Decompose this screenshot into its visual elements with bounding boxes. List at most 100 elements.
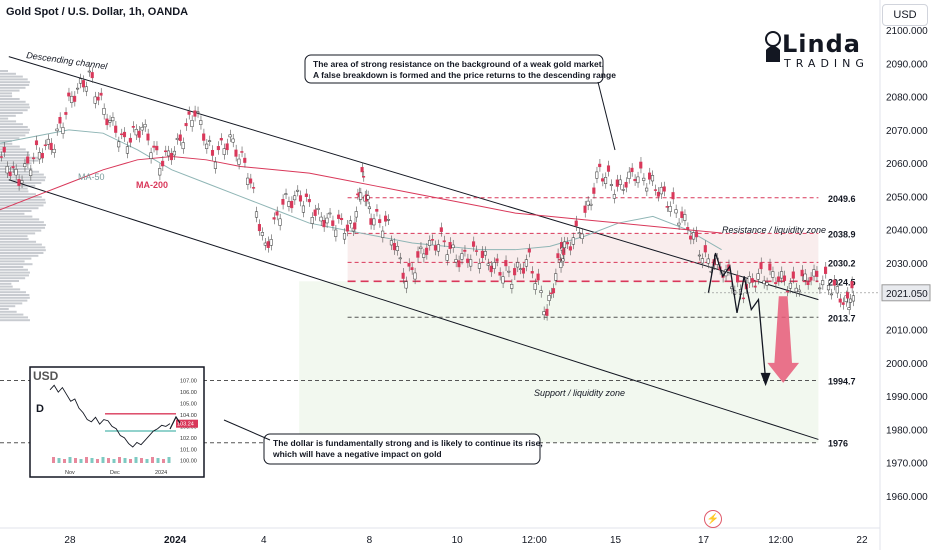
candle-body <box>782 275 787 281</box>
candle-body <box>542 311 546 316</box>
logo-figure-icon <box>765 31 781 62</box>
candle-body <box>824 266 828 274</box>
candle-body <box>689 235 693 240</box>
y-tick-label: 2090.000 <box>886 59 928 70</box>
alert-bolt-icon[interactable]: ⚡ <box>704 510 722 528</box>
inset-series <box>49 384 171 448</box>
candle-body <box>389 240 393 246</box>
candle-body <box>571 237 575 245</box>
x-tick-label: 12:00 <box>522 535 547 546</box>
candle-body <box>304 193 308 197</box>
volume-bar <box>0 159 39 162</box>
candle-body <box>381 230 385 238</box>
x-tick-label: 4 <box>261 535 267 546</box>
volume-bar <box>0 263 33 266</box>
candle-body <box>61 127 65 134</box>
candle-body <box>768 263 772 271</box>
volume-bar <box>0 170 40 173</box>
volume-bar <box>0 218 40 221</box>
candle-body <box>530 271 534 274</box>
candle-body <box>791 271 795 279</box>
volume-bar <box>0 126 28 128</box>
candle-body <box>40 152 44 159</box>
inset-y-tick: 100.00 <box>180 459 197 465</box>
candle-body <box>686 227 690 230</box>
volume-bar <box>0 224 46 226</box>
inset-volume-bar <box>123 458 127 463</box>
candle-body <box>504 260 508 267</box>
candle-body <box>598 163 602 168</box>
candle-body <box>369 218 373 225</box>
candle-body <box>199 120 203 125</box>
volume-bar <box>0 232 36 235</box>
candle-body <box>172 150 176 156</box>
volume-bar <box>0 156 44 159</box>
inset-volume-bar <box>140 458 143 463</box>
candle-body <box>84 86 88 92</box>
candle-body <box>832 279 836 286</box>
volume-bar <box>0 103 30 106</box>
volume-bar <box>0 201 46 204</box>
candle-body <box>78 78 83 84</box>
candle-body <box>287 201 291 207</box>
inset-x-label: Nov <box>65 470 75 476</box>
volume-bar <box>0 238 29 240</box>
candle-body <box>422 253 426 258</box>
candle-body <box>407 262 411 267</box>
candle-body <box>442 240 446 243</box>
volume-bar <box>0 240 37 243</box>
level-label: 2049.6 <box>828 194 856 204</box>
candle-body <box>539 290 543 293</box>
volume-bar <box>0 313 24 316</box>
volume-bar <box>0 260 25 263</box>
volume-bar <box>0 78 28 81</box>
candle-body <box>846 291 850 299</box>
candle-body <box>847 307 851 310</box>
volume-bar <box>0 95 13 98</box>
inset-volume-bar <box>90 458 94 463</box>
inset-volume-bar <box>167 457 171 463</box>
candle-body <box>665 206 669 208</box>
candle-body <box>604 177 608 184</box>
candle-body <box>668 206 672 212</box>
candle-body <box>460 253 464 260</box>
candle-body <box>797 289 801 292</box>
candle-body <box>0 156 3 158</box>
candle-body <box>14 169 18 176</box>
candle-body <box>592 187 596 194</box>
volume-bar <box>0 229 42 232</box>
candle-body <box>659 187 663 195</box>
inset-volume-bar <box>57 458 61 463</box>
level-label: 1994.7 <box>828 376 856 386</box>
candle-body <box>428 240 432 246</box>
currency-button[interactable]: USD <box>882 4 928 26</box>
x-tick-label: 12:00 <box>768 535 793 546</box>
inset-volume-bar <box>118 457 121 463</box>
candle-body <box>234 149 238 157</box>
volume-bar <box>0 137 20 140</box>
candle-body <box>310 217 314 224</box>
volume-bar <box>0 254 39 257</box>
candle-body <box>477 263 481 269</box>
y-tick-label: 2060.000 <box>886 159 928 170</box>
candle-body <box>8 171 12 177</box>
candle-body <box>266 241 270 248</box>
candle-body <box>102 108 106 115</box>
candle-body <box>108 120 112 123</box>
inset-volume-bar <box>107 458 110 463</box>
candle-body <box>205 143 209 149</box>
support-zone <box>299 281 819 443</box>
volume-bar <box>0 296 30 299</box>
volume-bar <box>0 131 30 134</box>
y-tick-label: 2070.000 <box>886 126 928 137</box>
volume-bar <box>0 226 46 229</box>
inset-volume-bar <box>52 457 55 463</box>
candle-body <box>439 227 443 232</box>
candle-body <box>313 209 317 216</box>
candle-body <box>5 166 9 174</box>
level-label: 2024.5 <box>828 277 856 287</box>
inset-y-tick: 101.00 <box>180 447 197 453</box>
candle-body <box>222 148 226 155</box>
candle-body <box>55 128 59 132</box>
candle-body <box>645 187 649 192</box>
